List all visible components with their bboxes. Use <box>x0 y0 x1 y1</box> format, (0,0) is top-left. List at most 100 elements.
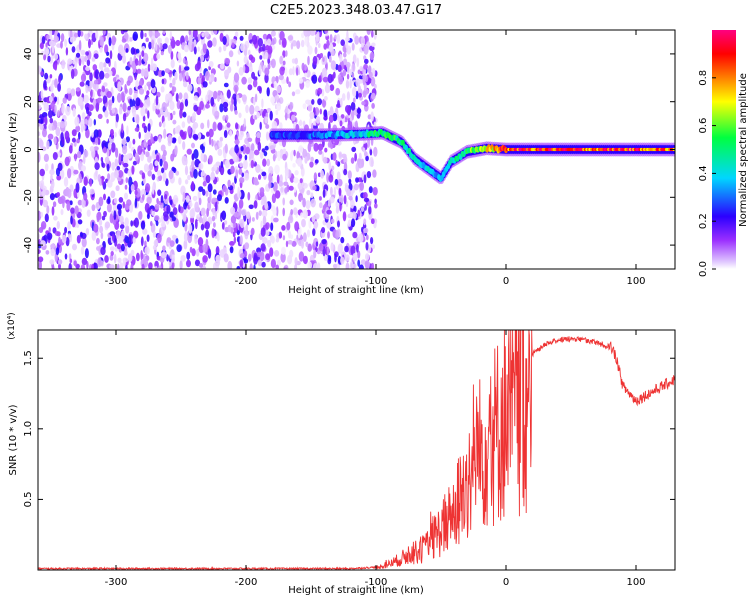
noise-speck <box>81 198 86 208</box>
noise-speck <box>282 197 286 206</box>
noise-speck <box>352 253 358 261</box>
noise-speck <box>232 231 236 238</box>
noise-speck <box>73 260 77 267</box>
noise-speck <box>362 192 368 199</box>
noise-speck <box>79 81 85 87</box>
noise-speck <box>218 165 222 173</box>
noise-speck <box>131 165 135 175</box>
noise-speck <box>84 33 88 40</box>
noise-speck <box>248 204 254 210</box>
noise-speck <box>193 104 198 112</box>
noise-speck <box>260 220 263 230</box>
noise-speck <box>95 202 99 209</box>
noise-speck <box>126 80 131 86</box>
noise-speck <box>200 223 205 231</box>
noise-speck <box>118 207 122 217</box>
noise-speck <box>103 193 106 201</box>
noise-speck <box>259 151 264 159</box>
noise-speck <box>141 45 146 52</box>
noise-speck <box>363 174 367 184</box>
noise-speck <box>256 111 260 119</box>
noise-speck <box>89 178 93 187</box>
noise-speck <box>64 253 68 260</box>
noise-speck <box>356 244 359 253</box>
noise-speck <box>191 153 195 161</box>
noise-speck <box>191 160 195 168</box>
noise-speck <box>236 60 240 67</box>
noise-speck <box>168 170 174 180</box>
noise-speck <box>355 78 361 87</box>
noise-speck <box>198 263 204 268</box>
noise-speck <box>363 45 369 55</box>
noise-speck <box>108 37 112 47</box>
noise-speck <box>373 83 377 90</box>
noise-speck <box>167 113 171 122</box>
noise-speck <box>345 262 350 269</box>
noise-speck <box>226 122 231 128</box>
noise-speck <box>50 102 55 110</box>
noise-speck <box>191 142 195 149</box>
noise-speck <box>108 99 113 107</box>
noise-speck <box>58 263 61 269</box>
noise-speck <box>318 75 322 82</box>
noise-speck <box>226 89 231 99</box>
noise-speck <box>40 179 45 190</box>
noise-speck <box>46 34 50 40</box>
noise-speck <box>81 165 86 172</box>
noise-speck <box>112 204 118 214</box>
noise-speck <box>100 246 106 256</box>
noise-speck <box>83 94 89 104</box>
noise-speck <box>369 156 374 168</box>
noise-speck <box>314 213 320 220</box>
noise-speck <box>89 146 95 152</box>
noise-speck <box>77 199 83 206</box>
noise-speck <box>172 234 177 240</box>
noise-speck <box>366 171 372 179</box>
noise-speck <box>223 220 228 225</box>
noise-speck <box>365 155 369 162</box>
noise-speck <box>220 161 224 169</box>
noise-speck <box>124 84 127 93</box>
noise-speck <box>145 151 150 158</box>
noise-speck <box>339 53 343 63</box>
noise-speck <box>253 200 258 209</box>
noise-speck <box>65 236 70 247</box>
noise-speck <box>355 177 359 183</box>
noise-speck <box>217 194 222 202</box>
noise-speck <box>162 30 166 35</box>
noise-speck <box>69 200 73 206</box>
noise-speck <box>122 54 126 64</box>
noise-speck <box>290 151 293 162</box>
noise-speck <box>165 178 169 187</box>
noise-speck <box>171 138 177 144</box>
noise-speck <box>145 183 151 193</box>
noise-speck <box>111 142 116 153</box>
noise-speck <box>150 79 156 89</box>
noise-speck <box>127 169 133 177</box>
noise-speck <box>267 239 272 248</box>
noise-speck <box>183 231 188 243</box>
noise-speck <box>349 78 352 89</box>
noise-speck <box>323 115 328 121</box>
noise-speck <box>211 167 215 172</box>
noise-speck <box>307 104 313 112</box>
noise-speck <box>265 253 271 261</box>
noise-speck <box>80 264 86 269</box>
noise-speck <box>283 181 289 187</box>
noise-speck <box>191 181 195 191</box>
noise-speck <box>147 156 152 163</box>
noise-speck <box>132 31 138 41</box>
noise-speck <box>223 106 228 113</box>
noise-speck <box>238 112 242 119</box>
noise-speck <box>205 174 211 184</box>
noise-speck <box>48 226 51 233</box>
noise-speck <box>96 211 102 221</box>
noise-speck <box>312 263 318 269</box>
noise-speck <box>197 189 201 201</box>
noise-speck <box>194 259 201 267</box>
noise-speck <box>328 174 334 183</box>
noise-speck <box>207 183 213 193</box>
noise-speck <box>270 215 275 224</box>
noise-speck <box>134 217 139 228</box>
noise-speck <box>174 71 178 81</box>
